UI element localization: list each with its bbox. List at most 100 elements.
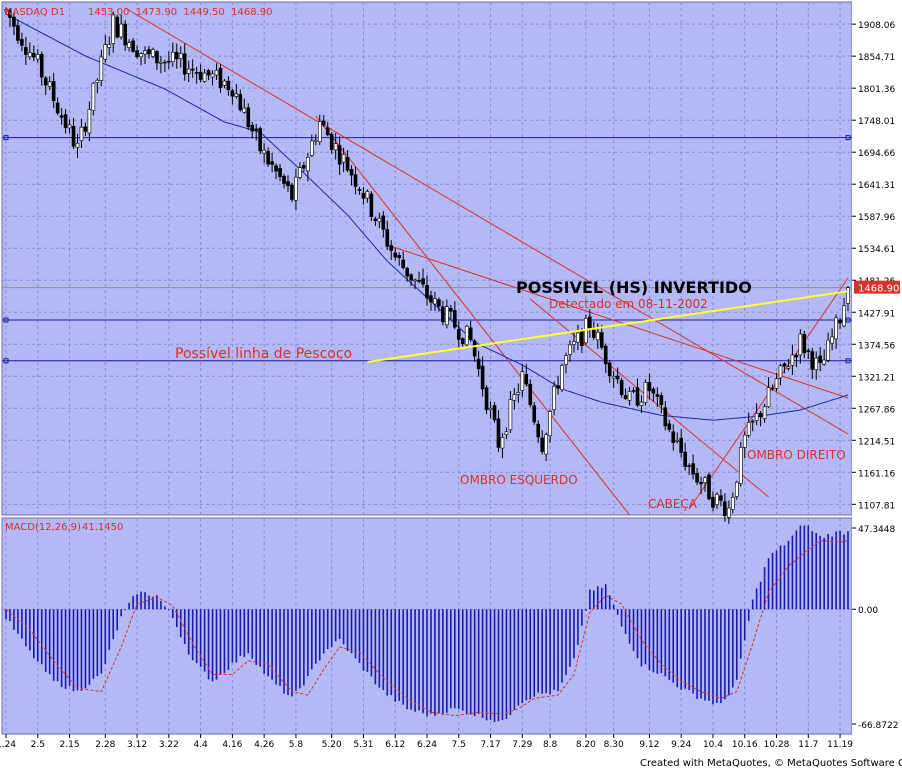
time-tick-label: 9.12 [639, 740, 659, 750]
candle-body [75, 142, 80, 148]
candle-body [703, 477, 707, 483]
candle-body [99, 56, 104, 81]
last-price-tag [854, 280, 900, 294]
time-tick-label: 5.8 [289, 740, 304, 750]
candle-body [59, 115, 64, 118]
candle-body [484, 387, 489, 411]
candle-body [325, 127, 330, 136]
candle-body [778, 365, 783, 379]
candle-body [695, 473, 699, 483]
candle-body [167, 60, 171, 63]
candle-body [592, 329, 596, 338]
price-tick-label: 1801.36 [858, 85, 895, 95]
candle-body [603, 345, 608, 365]
candle-body [306, 157, 310, 172]
time-axis-ticks: 1.24 2.5 2.15 2.28 3.12 3.22 4.4 4.16 4.26 5.8 5.2… [0, 734, 853, 750]
candle-body [826, 339, 830, 361]
time-tick-label: 3.12 [127, 740, 147, 750]
candle-body [770, 387, 775, 390]
candle-body [377, 217, 382, 223]
candle-body [298, 167, 302, 178]
candle-body [202, 72, 207, 82]
candle-body [707, 474, 711, 500]
candle-body [715, 494, 719, 505]
level-handle [845, 358, 851, 364]
level-handle [3, 135, 9, 141]
candle-body [282, 176, 286, 184]
candles [4, 7, 850, 524]
candle-body [409, 274, 413, 281]
candle-body [766, 387, 771, 408]
candle-body [270, 161, 274, 165]
candle-body [568, 344, 572, 355]
time-tick-label: 11.19 [827, 740, 853, 750]
level-handle [845, 317, 851, 323]
candle-body [782, 363, 787, 367]
candle-body [242, 107, 247, 113]
candle-body [321, 120, 326, 126]
candle-body [564, 355, 568, 365]
candle-body [611, 375, 616, 379]
candle-body [95, 79, 100, 83]
candle-body [389, 245, 394, 251]
candle-body [159, 61, 163, 64]
candle-body [445, 306, 449, 326]
candle-body [572, 341, 576, 345]
candle-body [750, 420, 755, 423]
candle-body [171, 51, 175, 62]
candle-body [274, 165, 278, 172]
candle-body [369, 193, 374, 217]
candle-body [683, 451, 687, 467]
macd-tick-label: 0.00 [858, 606, 878, 616]
candle-body [8, 9, 12, 18]
candle-body [651, 388, 656, 394]
candle-body [663, 407, 668, 427]
candle-body [401, 259, 405, 268]
candle-body [266, 151, 270, 165]
candle-body [393, 252, 398, 258]
candle-body [262, 149, 266, 154]
price-tick-label: 1694.66 [858, 149, 895, 159]
candle-body [47, 81, 52, 87]
candle-body [802, 333, 807, 354]
neckline-label: Possível linha de Pescoço [175, 346, 352, 362]
candle-body [246, 107, 251, 128]
price-tick-label: 1908.06 [858, 21, 895, 31]
candle-body [552, 386, 556, 410]
time-tick-label: 7.5 [452, 740, 466, 750]
candle-body [381, 215, 386, 230]
candle-body [476, 358, 481, 370]
candle-body [437, 299, 441, 307]
price-tick-label: 1374.56 [858, 341, 895, 351]
candle-body [595, 332, 600, 341]
candle-body [516, 392, 521, 395]
candle-body [83, 126, 88, 132]
candle-body [143, 50, 147, 55]
candle-body [278, 168, 282, 177]
time-tick-label: 6.12 [385, 740, 405, 750]
candle-body [560, 365, 564, 391]
candle-body [758, 412, 763, 418]
time-tick-label: 9.24 [671, 740, 691, 750]
candle-body [631, 390, 636, 392]
candle-body [425, 285, 429, 299]
candle-body [460, 338, 465, 344]
candle-body [286, 181, 290, 187]
candle-body [373, 218, 378, 222]
candle-body [345, 156, 350, 171]
candle-body [254, 128, 259, 131]
candle-body [727, 507, 731, 518]
candle-body [504, 431, 509, 436]
level-handle [845, 135, 851, 141]
candle-body [135, 50, 139, 57]
price-tick-label: 1587.96 [858, 213, 895, 223]
candle-body [734, 481, 739, 497]
candle-body [719, 495, 723, 501]
candle-body [186, 68, 191, 74]
candle-body [723, 501, 727, 517]
candle-body [480, 365, 485, 390]
candle-body [182, 53, 187, 75]
candle-body [147, 49, 151, 55]
candle-body [615, 375, 620, 380]
